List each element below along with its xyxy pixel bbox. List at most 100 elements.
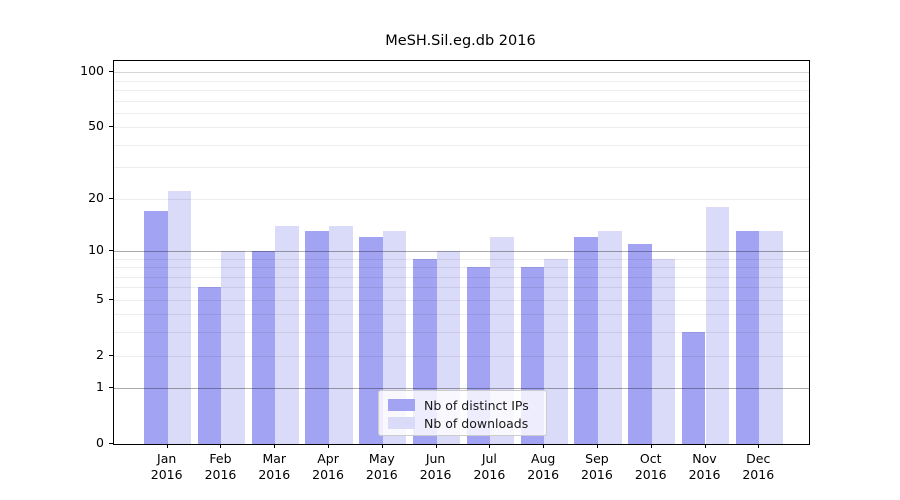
y-tick-mark xyxy=(109,126,113,128)
bar-distinct-ips xyxy=(359,237,383,444)
bar-downloads xyxy=(705,206,730,444)
gridline-minor xyxy=(114,112,809,114)
x-tick-mark xyxy=(596,444,598,448)
x-tick-year: 2016 xyxy=(473,467,506,482)
gridline-minor xyxy=(114,314,809,316)
x-tick-label: Sep 2016 xyxy=(569,451,625,483)
y-tick-label: 5 xyxy=(96,290,104,306)
x-tick-mark xyxy=(381,444,383,448)
x-tick-label: Jun 2016 xyxy=(408,451,464,483)
bar-downloads xyxy=(167,191,192,444)
x-tick-year: 2016 xyxy=(204,467,237,482)
legend-row: Nb of distinct IPs xyxy=(388,396,538,414)
gridline-major xyxy=(114,388,809,390)
x-tick-month: Apr xyxy=(317,451,339,466)
x-tick-mark xyxy=(435,444,437,448)
gridline-minor xyxy=(114,276,809,278)
bar-downloads xyxy=(597,231,622,444)
gridline-minor xyxy=(114,127,809,129)
gridline-minor xyxy=(114,100,809,102)
legend-label-downloads: Nb of downloads xyxy=(424,415,529,431)
x-tick-year: 2016 xyxy=(634,467,667,482)
x-tick-year: 2016 xyxy=(258,467,291,482)
x-tick-month: Aug xyxy=(530,451,556,466)
bar-distinct-ips xyxy=(305,231,330,444)
bar-downloads xyxy=(759,231,783,444)
x-tick-month: May xyxy=(368,451,395,466)
x-tick-month: Dec xyxy=(746,451,771,466)
x-tick-label: Jul 2016 xyxy=(461,451,517,483)
gridline-minor xyxy=(114,299,809,301)
x-tick-label: Dec 2016 xyxy=(730,451,786,483)
x-tick-label: Nov 2016 xyxy=(677,451,733,483)
gridline-minor xyxy=(114,80,809,82)
x-tick-label: Mar 2016 xyxy=(246,451,302,483)
x-tick-mark xyxy=(489,444,491,448)
x-tick-mark xyxy=(328,444,330,448)
gridline-minor xyxy=(114,355,809,357)
x-tick-month: Oct xyxy=(639,451,662,466)
x-tick-label: Apr 2016 xyxy=(300,451,356,483)
y-tick-label: 100 xyxy=(80,63,104,79)
gridline-minor xyxy=(114,198,809,200)
x-tick-year: 2016 xyxy=(581,467,613,482)
x-tick-mark xyxy=(650,444,652,448)
bar-downloads xyxy=(651,258,676,444)
gridline-major xyxy=(114,250,809,252)
x-tick-mark xyxy=(758,444,760,448)
x-tick-label: Oct 2016 xyxy=(623,451,679,483)
legend-label-distinct-ips: Nb of distinct IPs xyxy=(424,397,529,413)
x-tick-month: Jun xyxy=(425,451,446,466)
gridline-minor xyxy=(114,144,809,146)
bar-downloads xyxy=(329,225,353,444)
x-tick-year: 2016 xyxy=(527,467,560,482)
x-tick-year: 2016 xyxy=(688,467,721,482)
x-tick-label: Feb 2016 xyxy=(192,451,248,483)
gridline xyxy=(114,72,809,74)
x-tick-mark xyxy=(704,444,706,448)
x-tick-mark xyxy=(274,444,276,448)
legend-swatch-distinct-ips xyxy=(388,399,415,411)
bar-distinct-ips xyxy=(735,231,760,444)
x-tick-year: 2016 xyxy=(150,467,183,482)
gridline-minor xyxy=(114,258,809,260)
y-tick-mark xyxy=(109,443,113,444)
x-tick-mark xyxy=(220,444,222,448)
x-tick-month: Jul xyxy=(481,451,497,466)
legend: Nb of distinct IPs Nb of downloads xyxy=(378,390,547,436)
y-tick-label: 50 xyxy=(88,118,104,134)
bar-downloads xyxy=(275,225,299,444)
bar-distinct-ips xyxy=(681,332,706,444)
bar-distinct-ips xyxy=(144,211,168,444)
x-tick-year: 2016 xyxy=(365,467,398,482)
x-tick-year: 2016 xyxy=(419,467,452,482)
y-tick-label: 20 xyxy=(88,189,104,205)
gridline-minor xyxy=(114,332,809,334)
legend-row: Nb of downloads xyxy=(388,414,538,432)
x-tick-mark xyxy=(166,444,168,448)
x-tick-month: Sep xyxy=(585,451,609,466)
gridline-minor xyxy=(114,167,809,169)
x-tick-month: Jan xyxy=(157,451,177,466)
x-tick-month: Feb xyxy=(209,451,232,466)
y-tick-label: 10 xyxy=(88,241,104,257)
x-tick-label: Jan 2016 xyxy=(139,451,195,483)
y-tick-label: 0 xyxy=(96,435,104,450)
gridline-minor xyxy=(114,90,809,92)
bar-distinct-ips xyxy=(574,237,598,444)
y-tick-mark xyxy=(109,298,113,300)
chart-title: MeSH.Sil.eg.db 2016 xyxy=(385,33,536,49)
gridline-minor xyxy=(114,287,809,289)
x-tick-mark xyxy=(543,444,545,448)
bar-distinct-ips xyxy=(628,243,652,444)
x-tick-month: Mar xyxy=(262,451,287,466)
x-tick-year: 2016 xyxy=(742,467,775,482)
bar-distinct-ips xyxy=(197,287,222,444)
x-tick-year: 2016 xyxy=(312,467,344,482)
x-tick-label: Aug 2016 xyxy=(515,451,571,483)
y-tick-label: 1 xyxy=(96,379,104,395)
y-tick-label: 2 xyxy=(96,346,104,362)
bar-distinct-ips xyxy=(251,250,276,444)
x-tick-label: May 2016 xyxy=(354,451,410,483)
